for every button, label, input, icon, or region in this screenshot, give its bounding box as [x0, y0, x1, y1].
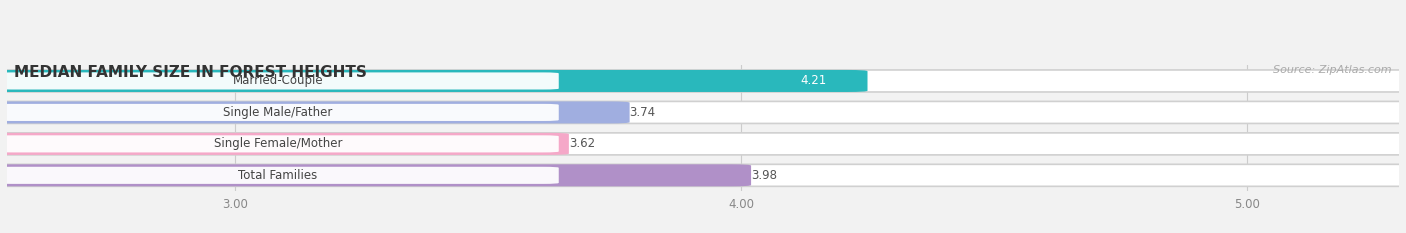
Text: 3.74: 3.74 — [630, 106, 655, 119]
Text: 4.21: 4.21 — [801, 75, 827, 87]
Text: Single Female/Mother: Single Female/Mother — [214, 137, 342, 150]
FancyBboxPatch shape — [0, 104, 558, 121]
FancyBboxPatch shape — [0, 101, 630, 123]
FancyBboxPatch shape — [0, 164, 751, 186]
Text: 3.98: 3.98 — [751, 169, 778, 182]
FancyBboxPatch shape — [0, 70, 868, 92]
Text: Single Male/Father: Single Male/Father — [224, 106, 332, 119]
Text: Source: ZipAtlas.com: Source: ZipAtlas.com — [1274, 65, 1392, 75]
FancyBboxPatch shape — [0, 133, 569, 155]
FancyBboxPatch shape — [0, 164, 1406, 186]
Text: Married-Couple: Married-Couple — [232, 75, 323, 87]
FancyBboxPatch shape — [0, 101, 1406, 123]
FancyBboxPatch shape — [0, 70, 1406, 92]
FancyBboxPatch shape — [0, 135, 558, 152]
FancyBboxPatch shape — [0, 133, 1406, 155]
Text: 3.62: 3.62 — [569, 137, 595, 150]
Text: MEDIAN FAMILY SIZE IN FOREST HEIGHTS: MEDIAN FAMILY SIZE IN FOREST HEIGHTS — [14, 65, 367, 80]
FancyBboxPatch shape — [0, 167, 558, 184]
FancyBboxPatch shape — [0, 72, 558, 89]
Text: Total Families: Total Families — [238, 169, 318, 182]
